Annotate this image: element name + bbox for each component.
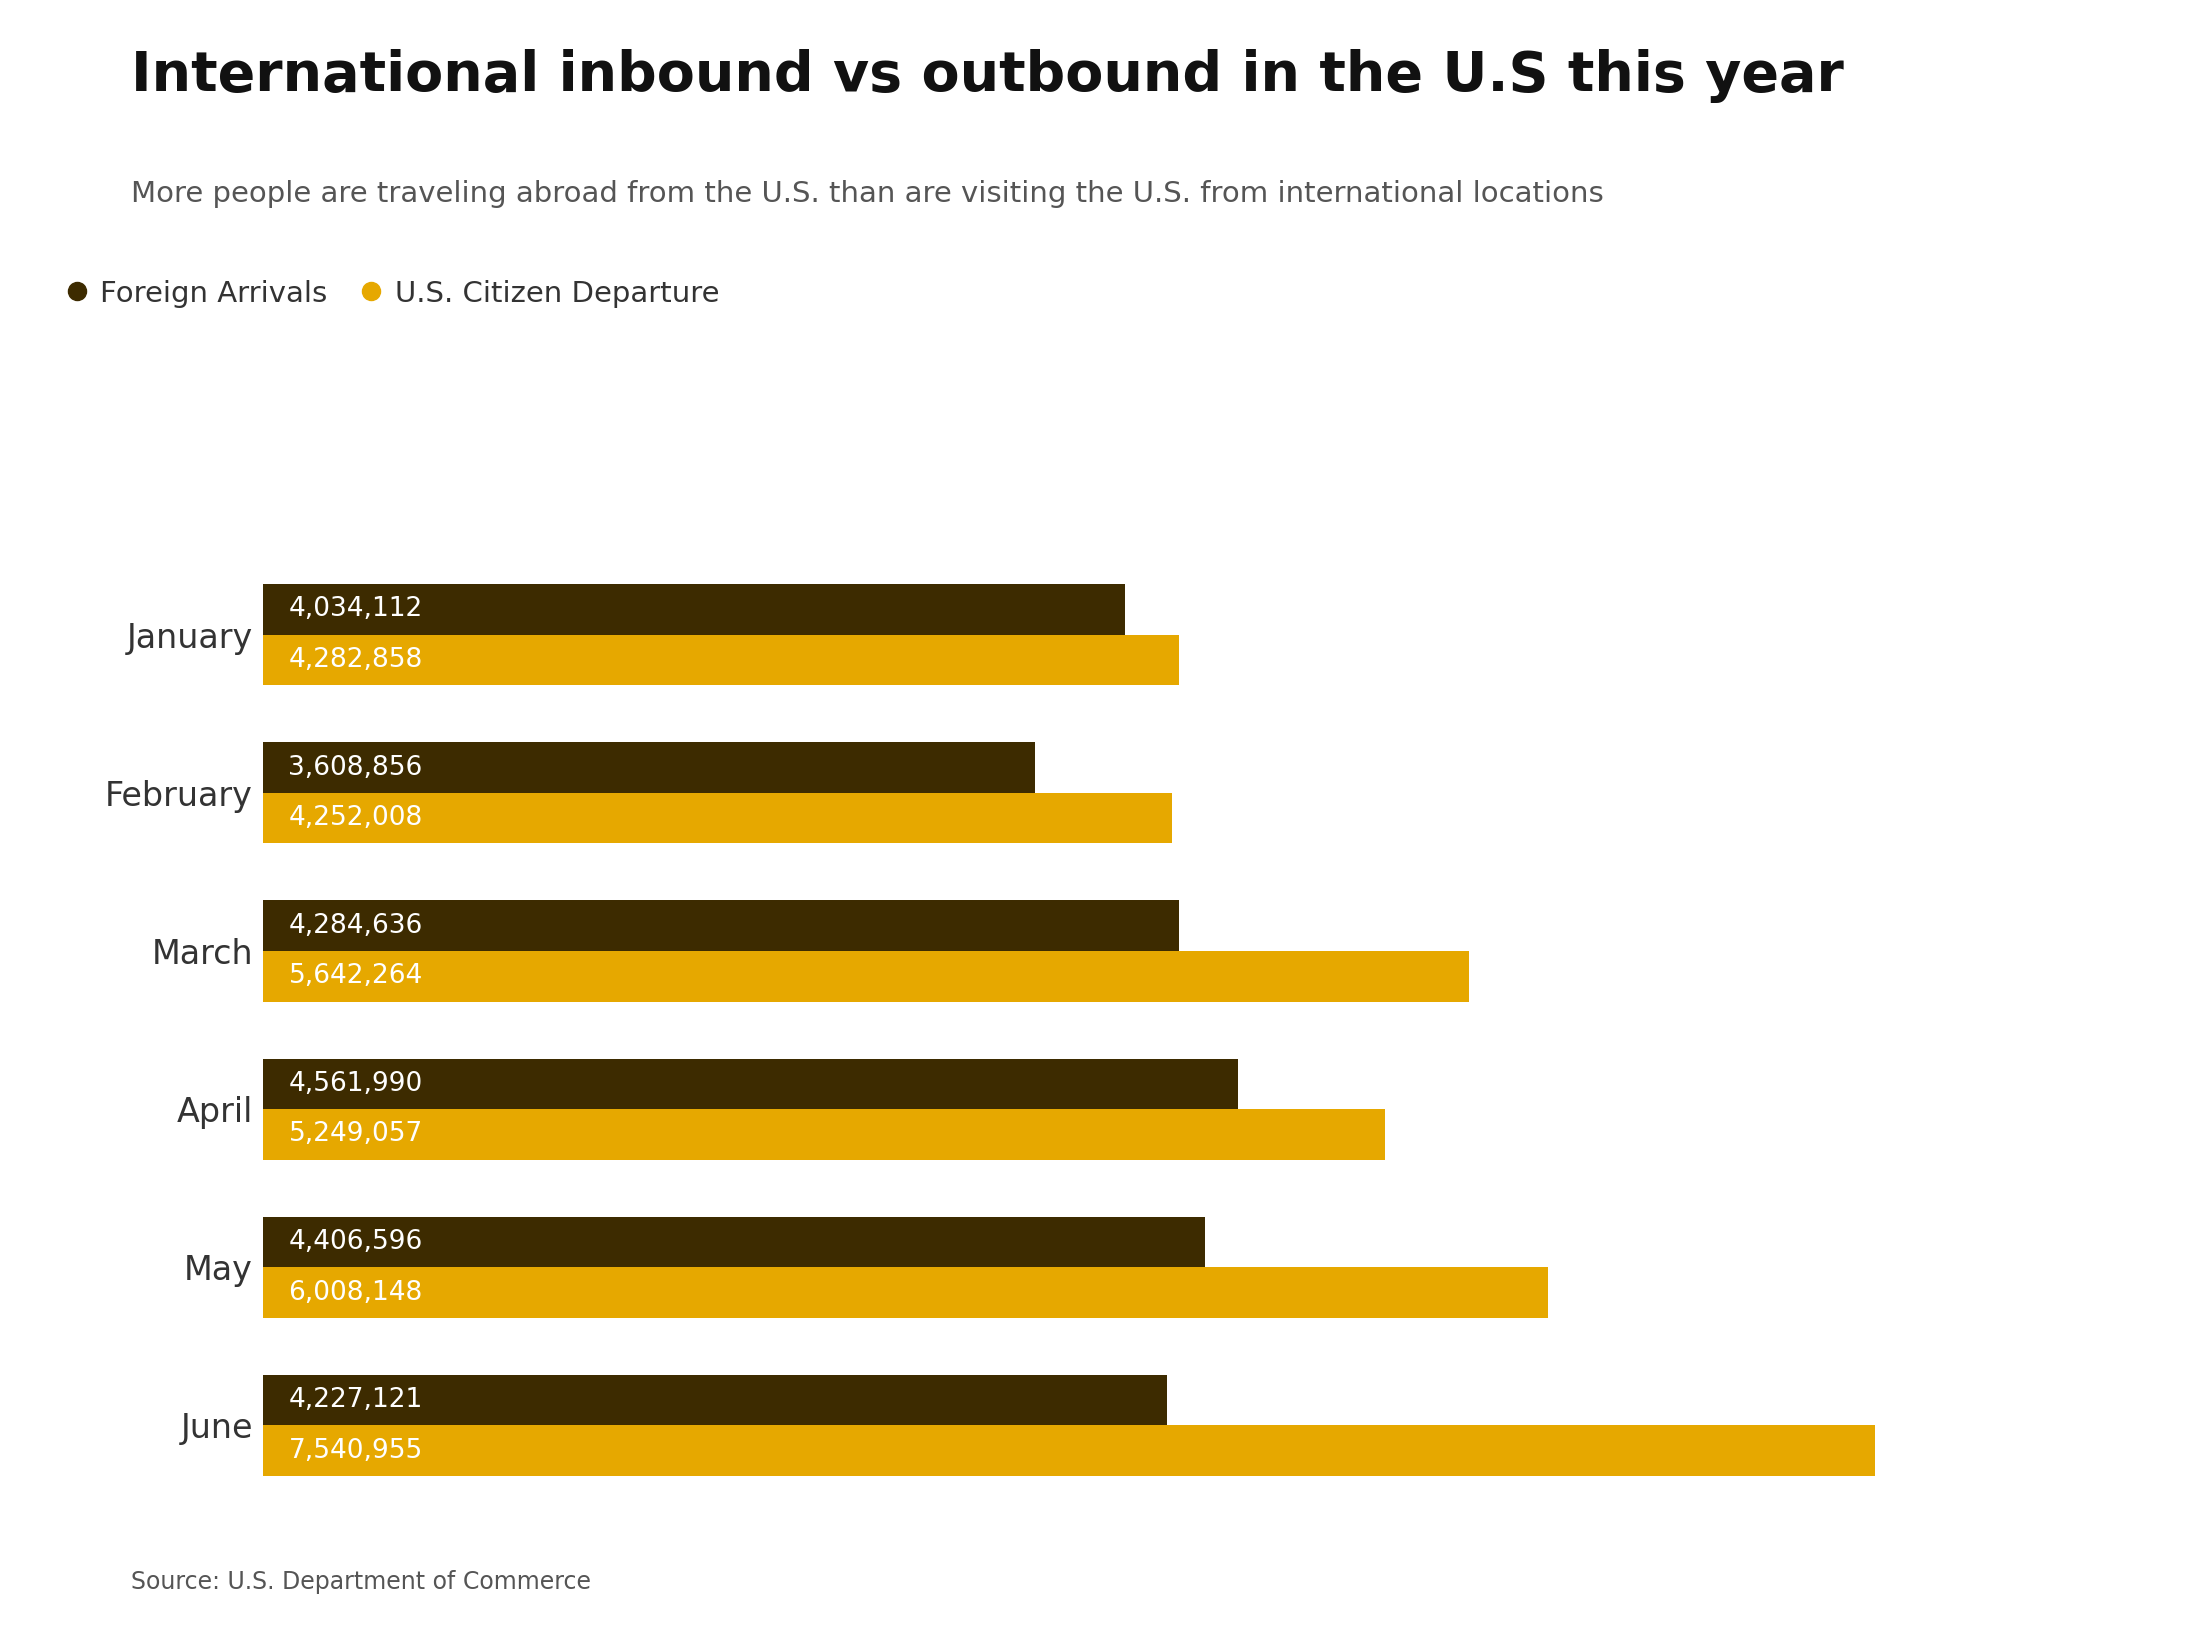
Text: 4,252,008: 4,252,008 bbox=[289, 804, 423, 831]
Bar bbox=[263, 1375, 1167, 1426]
Legend: Foreign Arrivals, U.S. Citizen Departure: Foreign Arrivals, U.S. Citizen Departure bbox=[68, 280, 718, 309]
Text: International inbound vs outbound in the U.S this year: International inbound vs outbound in the… bbox=[131, 49, 1844, 103]
Text: Source: U.S. Department of Commerce: Source: U.S. Department of Commerce bbox=[131, 1570, 591, 1594]
Bar bbox=[263, 584, 1126, 634]
Text: 5,642,264: 5,642,264 bbox=[289, 963, 423, 989]
Text: 4,034,112: 4,034,112 bbox=[289, 597, 423, 623]
Bar bbox=[263, 1267, 1548, 1318]
Text: 5,249,057: 5,249,057 bbox=[289, 1122, 423, 1148]
Bar bbox=[263, 952, 1469, 1002]
Bar bbox=[263, 1216, 1205, 1267]
Text: 4,561,990: 4,561,990 bbox=[289, 1071, 423, 1097]
Bar bbox=[263, 901, 1178, 952]
Bar bbox=[263, 1109, 1386, 1159]
Text: 7,540,955: 7,540,955 bbox=[289, 1437, 423, 1463]
Bar bbox=[263, 793, 1172, 844]
Text: 6,008,148: 6,008,148 bbox=[289, 1280, 423, 1305]
Bar bbox=[263, 1058, 1237, 1109]
Bar bbox=[263, 634, 1178, 685]
Text: 4,284,636: 4,284,636 bbox=[289, 912, 423, 938]
Bar bbox=[263, 1426, 1875, 1476]
Text: 4,406,596: 4,406,596 bbox=[289, 1230, 423, 1256]
Text: 3,608,856: 3,608,856 bbox=[289, 755, 423, 780]
Bar bbox=[263, 742, 1034, 793]
Text: 4,227,121: 4,227,121 bbox=[289, 1386, 423, 1413]
Text: More people are traveling abroad from the U.S. than are visiting the U.S. from i: More people are traveling abroad from th… bbox=[131, 180, 1603, 208]
Text: 4,282,858: 4,282,858 bbox=[289, 647, 423, 674]
